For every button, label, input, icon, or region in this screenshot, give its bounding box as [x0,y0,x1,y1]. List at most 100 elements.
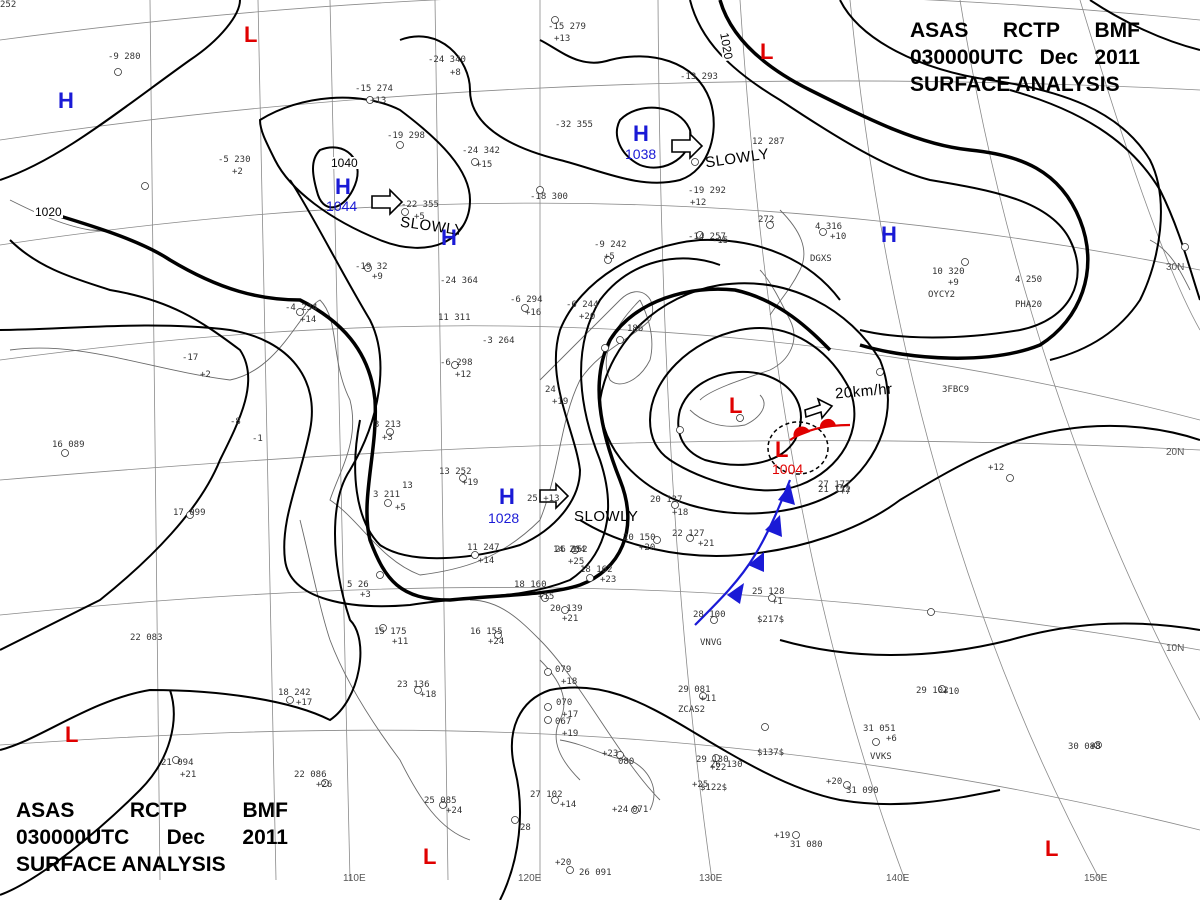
station-plot-text: +12 [988,463,1005,473]
station-plot-text: 20 150 [623,533,656,543]
title-station-code: RCTP [129,799,188,822]
station-plot-text: 31 080 [790,840,823,850]
longitude-label-110e: 110E [343,873,366,884]
station-plot-text: +16 [525,308,542,318]
station-plot-text: +15 [538,592,555,602]
station-plot-text: 27 102 [530,790,563,800]
station-plot-text: -1 [252,434,263,444]
motion-label-central-high: SLOWLY [574,508,639,525]
station-plot-text: +19 [562,729,579,739]
station-plot-text: -24 340 [428,55,466,65]
low-center-southwest: L [65,722,79,747]
station-plot-text: 28 100 [693,610,726,620]
motion-arrow-north-high [671,132,704,160]
station-plot-text: +5 [395,503,406,513]
station-plot-text: +19 [462,478,479,488]
station-id-code: DGXS [810,254,832,264]
station-plot-text: 12 287 [752,137,785,147]
station-plot-text: -24 364 [440,276,478,286]
high-center-northwest-1: H [58,88,74,113]
station-plot-text: 28 [520,823,531,833]
latitude-label-10n: 10N [1166,643,1185,654]
station-plot-text: +20 [826,777,843,787]
title-region-code: ASAS [16,799,75,822]
low-center-northeast: L [760,39,774,64]
station-plot-text: 4 316 [815,222,843,232]
station-plot-text: +5 [414,212,425,222]
station-plot-text: 29 102 [916,686,949,696]
station-plot-text: +5 [604,252,615,262]
station-plot-text: +6 [886,734,897,744]
station-plot-text: 14 204 [553,545,586,555]
station-plot-text: -4 234 [285,303,318,313]
motion-arrows [371,132,834,510]
station-plot-text: +17 [296,698,313,708]
station-plot-text: 22 086 [294,770,327,780]
longitude-label-130e: 130E [699,873,723,884]
cold-front-triangle [748,552,764,572]
title-year: 2011 [1094,46,1140,69]
station-plot-text: +26 [316,780,333,790]
cold-front-triangle [765,515,782,537]
station-plot-text: 3 213 [374,420,402,430]
low-value-pacific: 1004 [772,461,804,477]
station-plot-text: 18 160 [514,580,547,590]
station-plot-text: -9 280 [108,52,141,62]
station-plot-text: +24 [612,805,629,815]
station-plot-text: +22 [710,763,727,773]
station-plot-text: +21 [698,539,715,549]
station-plot-text: 071 [632,805,649,815]
title-time: 030000UTC [16,826,130,849]
station-plot-text: -19 292 [688,186,726,196]
low-circulation-dashed-circle [767,421,829,475]
motion-arrow-pacific-low [804,397,834,420]
station-plot-text: 21 152 [818,485,851,495]
station-plot-text: +10 [943,687,960,697]
station-plot-text: 27 177 [818,480,851,490]
station-plot-text: +15 [476,160,493,170]
station-plot-text: 20 139 [550,604,583,614]
longitude-label-140e: 140E [886,873,910,884]
station-plot-text: +13 [370,96,387,106]
station-plot-text: 29 130 [696,755,729,765]
station-plot-text: -14 257 [688,232,726,242]
station-plot-text: +8 [450,68,461,78]
longitude-label-120e: 120E [518,873,542,884]
title-month: Dec [166,826,206,849]
station-plot-text: 26 152 [555,545,588,555]
station-plot-text: +10 [830,232,847,242]
station-plot-text: +8 [1090,742,1101,752]
station-plot-text: -8 [230,417,241,427]
motion-arrow-central-high [539,482,570,510]
station-plot-text: 25 085 [424,796,457,806]
high-center-mongolia: H [335,174,351,199]
station-plot-text: 5 26 [347,580,369,590]
title-station-code: RCTP [1002,19,1061,42]
title-line-2: 030000UTC Dec 2011 [16,824,288,851]
high-center-east: H [881,222,897,247]
station-plot-text: +18 [561,677,578,687]
station-id-code: OYCY2 [928,290,956,300]
station-plot-text: +25 [692,780,709,790]
title-month: Dec [1039,46,1079,69]
station-id-code: ZCAS2 [678,705,706,715]
station-plot-text: 16 089 [52,440,85,450]
station-plot-text: 080 [618,757,635,767]
station-plot-text: -6 294 [510,295,543,305]
station-plot-text: 11 247 [467,543,500,553]
station-plot-text: 3 211 [373,490,401,500]
title-product-code: BMF [242,799,289,822]
station-id-code: 3FBC9 [942,385,970,395]
station-plot-text: -15 274 [355,84,393,94]
station-plot-text: 30 083 [1068,742,1101,752]
station-plot-text: 070 [556,698,573,708]
station-plot-text: +17 [562,710,579,720]
longitude-label-150e: 150E [1084,873,1108,884]
station-plot-text: 4 250 [1015,275,1043,285]
title-region-code: ASAS [910,19,969,42]
station-plot-text: +7 [840,487,851,497]
title-line-3: SURFACE ANALYSIS [16,853,226,876]
station-plot-text: +2 [232,167,243,177]
